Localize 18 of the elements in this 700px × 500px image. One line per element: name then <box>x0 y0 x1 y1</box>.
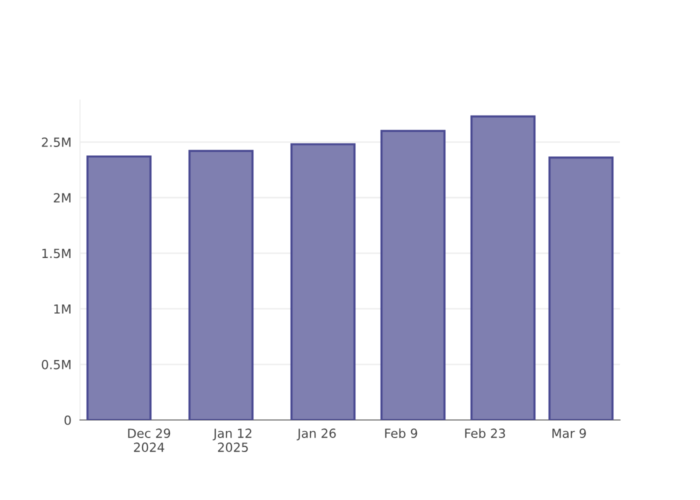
y-tick-label: 1M <box>54 304 70 314</box>
bar <box>86 155 152 420</box>
x-tick-label: Feb 9 <box>385 428 418 438</box>
y-tick-label: 0 <box>64 415 71 425</box>
y-tick-label: 0.5M <box>42 360 70 370</box>
bar <box>470 115 536 420</box>
y-tick-label: 2.5M <box>42 138 70 147</box>
bar <box>380 130 446 420</box>
bar <box>188 150 254 420</box>
x-tick-label: Dec 29 2024 <box>128 428 170 452</box>
x-tick-label: Feb 23 <box>465 428 505 438</box>
x-tick-label: Jan 12 2025 <box>212 428 252 452</box>
y-tick-label: 2M <box>54 193 70 202</box>
bar <box>548 156 614 420</box>
bar <box>290 143 356 420</box>
x-tick-label: Jan 26 <box>296 428 336 440</box>
x-tick-label: Mar 9 <box>552 428 586 438</box>
y-tick-label: 1.5M <box>42 248 70 258</box>
